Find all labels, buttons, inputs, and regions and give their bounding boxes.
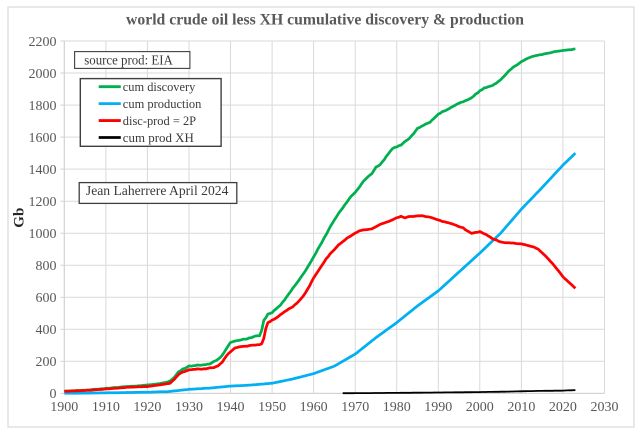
svg-text:2020: 2020 bbox=[549, 400, 577, 415]
svg-text:2200: 2200 bbox=[29, 35, 57, 50]
svg-text:disc-prod = 2P: disc-prod = 2P bbox=[123, 114, 196, 128]
svg-text:1900: 1900 bbox=[50, 400, 78, 415]
svg-text:1400: 1400 bbox=[29, 163, 57, 178]
svg-text:1990: 1990 bbox=[424, 400, 452, 415]
svg-text:0: 0 bbox=[50, 387, 57, 402]
svg-text:cum production: cum production bbox=[123, 97, 202, 111]
svg-text:Gb: Gb bbox=[11, 208, 27, 228]
svg-text:2000: 2000 bbox=[466, 400, 494, 415]
svg-text:1930: 1930 bbox=[175, 400, 203, 415]
svg-text:2030: 2030 bbox=[591, 400, 619, 415]
svg-text:2000: 2000 bbox=[29, 67, 57, 82]
svg-text:1000: 1000 bbox=[29, 227, 57, 242]
svg-text:1600: 1600 bbox=[29, 131, 57, 146]
svg-text:Jean Laherrere April 2024: Jean Laherrere April 2024 bbox=[86, 183, 229, 198]
svg-text:cum prod XH: cum prod XH bbox=[123, 131, 194, 145]
svg-text:200: 200 bbox=[36, 355, 57, 370]
svg-text:1200: 1200 bbox=[29, 195, 57, 210]
svg-text:1980: 1980 bbox=[383, 400, 411, 415]
svg-text:cum discovery: cum discovery bbox=[123, 80, 196, 94]
svg-text:world crude oil less XH cumula: world crude oil less XH cumulative disco… bbox=[126, 12, 524, 29]
svg-text:source prod: EIA: source prod: EIA bbox=[84, 53, 173, 68]
svg-text:600: 600 bbox=[36, 291, 57, 306]
svg-text:1960: 1960 bbox=[300, 400, 328, 415]
svg-text:1910: 1910 bbox=[92, 400, 120, 415]
svg-text:2010: 2010 bbox=[507, 400, 535, 415]
svg-text:1920: 1920 bbox=[133, 400, 161, 415]
svg-text:1950: 1950 bbox=[258, 400, 286, 415]
svg-text:800: 800 bbox=[36, 259, 57, 274]
svg-text:1970: 1970 bbox=[341, 400, 369, 415]
svg-text:1940: 1940 bbox=[217, 400, 245, 415]
svg-text:400: 400 bbox=[36, 323, 57, 338]
svg-text:1800: 1800 bbox=[29, 99, 57, 114]
